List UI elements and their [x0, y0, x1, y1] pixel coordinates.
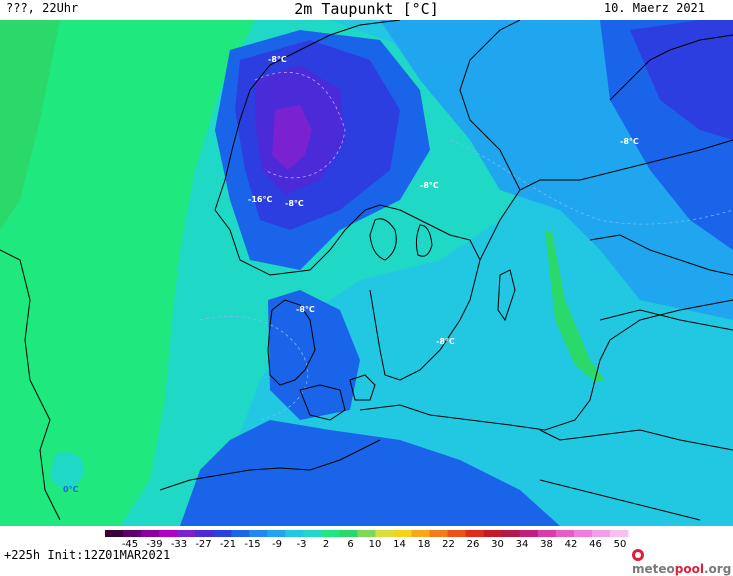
- legend-tick-label: 22: [442, 539, 455, 548]
- legend-tick-label: 2: [323, 539, 329, 548]
- legend-color-cell: [573, 530, 593, 537]
- brand-main: meteo: [632, 562, 675, 576]
- legend-tick-label: 50: [614, 539, 627, 548]
- legend-tick-label: 10: [369, 539, 382, 548]
- dewpoint-map: -8°C -16°C -8°C -8°C -8°C -8°C -8°C 0°C: [0, 20, 733, 526]
- contour-label: -8°C: [420, 181, 439, 190]
- legend-tick-label: 34: [516, 539, 529, 548]
- isotherm-line: [254, 71, 346, 179]
- legend-color-cell: [501, 530, 521, 537]
- contour-label: -8°C: [436, 337, 455, 346]
- forecast-time-label: ???, 22Uhr: [6, 1, 79, 15]
- legend-tick-label: 42: [565, 539, 578, 548]
- legend-color-cell: [537, 530, 557, 537]
- legend-color-cell: [519, 530, 539, 537]
- legend-color-cell: [159, 530, 178, 537]
- legend-color-cell: [465, 530, 485, 537]
- legend-tick-label: -3: [297, 539, 307, 548]
- legend-color-cell: [123, 530, 142, 537]
- legend-color-cell: [249, 530, 268, 537]
- legend-tick-label: 6: [347, 539, 353, 548]
- legend-color-cell: [339, 530, 358, 537]
- field-cyan-north-sea-spot: [50, 452, 84, 489]
- legend-color-cell: [429, 530, 449, 537]
- field-blue-denmark: [268, 290, 360, 420]
- field-purple-core: [272, 105, 312, 170]
- field-light-green-west: [0, 20, 60, 230]
- legend-tick-label: 14: [393, 539, 406, 548]
- legend-tick-label: -15: [244, 539, 260, 548]
- coastlines: [0, 20, 733, 521]
- legend-color-cell: [303, 530, 322, 537]
- isotherm-line: [199, 315, 309, 421]
- legend-color-cell: [483, 530, 503, 537]
- legend-color-cell: [213, 530, 232, 537]
- brand-logo: meteopool.org: [632, 548, 733, 576]
- isotherm-line: [449, 139, 733, 225]
- contour-label: -8°C: [285, 199, 304, 208]
- header: ???, 22Uhr 2m Taupunkt [°C] 10. Maerz 20…: [0, 0, 733, 20]
- legend-color-cell: [267, 530, 286, 537]
- legend-tick-label: 26: [467, 539, 480, 548]
- legend-color-cell: [591, 530, 611, 537]
- legend-tick-label: 46: [589, 539, 602, 548]
- field-blue-south: [180, 420, 560, 526]
- legend-color-cell: [231, 530, 250, 537]
- legend-color-cell: [375, 530, 395, 537]
- legend-color-cell: [141, 530, 160, 537]
- field-green-baltic-streak: [545, 230, 605, 382]
- legend-tick-label: -45: [122, 539, 138, 548]
- contour-label: 0°C: [63, 485, 79, 494]
- brand-suffix: .org: [703, 562, 732, 576]
- legend-color-cell: [177, 530, 196, 537]
- contour-label: -8°C: [620, 137, 639, 146]
- color-scale-legend: -45 -39 -33 -27 -21 -15 -9 -3 2 6 10 14 18 22 26 30 34 38…: [105, 530, 629, 548]
- legend-tick-label: -21: [220, 539, 236, 548]
- legend-color-cell: [393, 530, 413, 537]
- contour-label: -8°C: [296, 305, 315, 314]
- legend-color-cell: [321, 530, 340, 537]
- legend-tick-label: 38: [540, 539, 553, 548]
- legend-color-cell: [555, 530, 575, 537]
- legend-tick-label: -39: [146, 539, 162, 548]
- legend-color-cell: [105, 530, 124, 537]
- legend-color-cell: [195, 530, 214, 537]
- legend-color-cell: [357, 530, 377, 537]
- contour-label: -8°C: [268, 55, 287, 64]
- contour-label: -16°C: [248, 195, 272, 204]
- map-title: 2m Taupunkt [°C]: [294, 0, 439, 18]
- valid-date: 10. Maerz 2021: [603, 1, 705, 15]
- legend-tick-label: -27: [195, 539, 211, 548]
- logo-icon: [632, 549, 644, 561]
- legend-tick-label: 18: [418, 539, 431, 548]
- field-deep-blue-east: [630, 20, 733, 140]
- legend-tick-label: -9: [272, 539, 282, 548]
- legend-color-cell: [609, 530, 629, 537]
- legend-color-cell: [447, 530, 467, 537]
- brand-accent: pool: [674, 562, 704, 576]
- legend-tick-label: -33: [171, 539, 187, 548]
- run-info: +225h Init:12Z01MAR2021: [4, 548, 171, 562]
- footer: -45 -39 -33 -27 -21 -15 -9 -3 2 6 10 14 18 22 26 30 34 38…: [0, 526, 733, 576]
- legend-tick-label: 30: [491, 539, 504, 548]
- legend-color-cell: [411, 530, 431, 537]
- legend-color-cell: [285, 530, 304, 537]
